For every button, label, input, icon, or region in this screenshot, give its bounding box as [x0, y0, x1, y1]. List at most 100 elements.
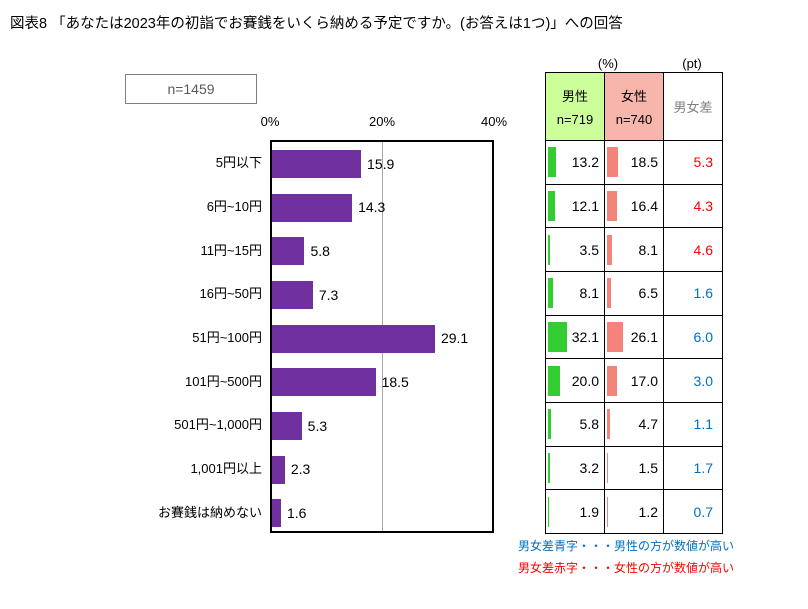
- x-axis: 0% 20% 40%: [261, 114, 507, 132]
- male-cell: 32.1: [546, 315, 605, 360]
- male-value: 20.0: [571, 372, 599, 389]
- male-minibar: [548, 452, 550, 483]
- female-value: 1.2: [638, 503, 658, 520]
- percent-unit-label: (%): [597, 56, 619, 71]
- male-minibar: [548, 190, 556, 221]
- male-value: 1.9: [579, 503, 599, 520]
- bar-value-label: 5.3: [307, 417, 328, 434]
- diff-value: 1.6: [693, 285, 713, 302]
- table-row: 32.1 26.1 6.0: [546, 315, 723, 360]
- female-cell: 16.4: [605, 184, 664, 229]
- bar: [272, 455, 285, 484]
- x-axis-tick: 0%: [260, 114, 280, 129]
- table-row: 12.1 16.4 4.3: [546, 184, 723, 229]
- female-value: 4.7: [638, 416, 658, 433]
- male-cell: 3.5: [546, 228, 605, 272]
- male-value: 5.8: [579, 416, 599, 433]
- female-cell: 1.2: [605, 490, 664, 534]
- category-label: 101円~500円: [185, 373, 262, 389]
- table-row: 5.8 4.7 1.1: [546, 402, 723, 447]
- diff-value: 0.7: [693, 503, 713, 520]
- bar: [272, 411, 302, 440]
- category-label: 6円~10円: [206, 198, 262, 214]
- bar: [272, 237, 305, 266]
- male-header-cell: 男性 n=719: [546, 73, 605, 141]
- female-cell: 6.5: [605, 271, 664, 316]
- male-value: 32.1: [571, 328, 599, 345]
- male-value: 12.1: [571, 197, 599, 214]
- male-value: 8.1: [579, 285, 599, 302]
- diff-value: 4.6: [693, 241, 713, 258]
- point-unit-label: (pt): [682, 56, 702, 71]
- female-minibar: [607, 234, 612, 265]
- diff-cell: 1.1: [664, 402, 723, 447]
- female-value: 6.5: [638, 285, 658, 302]
- table-row: 8.1 6.5 1.6: [546, 271, 723, 316]
- diff-value: 6.0: [693, 328, 713, 345]
- bar: [272, 149, 362, 178]
- female-cell: 1.5: [605, 446, 664, 491]
- summary-table: 男性 n=719 女性 n=740 男女差 13.2 18.5 5.3 12.1 16.…: [545, 72, 723, 534]
- category-label: お賽銭は納めない: [157, 504, 262, 520]
- table-header-row: 男性 n=719 女性 n=740 男女差: [546, 73, 723, 141]
- category-label: 16円~50円: [199, 286, 262, 302]
- plot-area: 15.9 14.3 5.8 7.3 29.1 18.5 5.3 2.3 1.6: [270, 140, 494, 533]
- diff-cell: 5.3: [664, 141, 723, 185]
- category-labels: 5円以下 6円~10円 11円~15円 16円~50円 51円~100円 101円~500…: [38, 140, 262, 533]
- bar: [272, 324, 435, 353]
- category-label: 501円~1,000円: [174, 417, 262, 433]
- diff-cell: 4.3: [664, 184, 723, 229]
- female-minibar: [607, 452, 608, 483]
- male-minibar: [548, 278, 553, 309]
- diff-value: 5.3: [693, 154, 713, 171]
- female-cell: 26.1: [605, 315, 664, 360]
- bar-value-label: 14.3: [358, 199, 386, 216]
- table-body: 13.2 18.5 5.3 12.1 16.4 4.3 3.5 8.1 4.6 8.1 6.5 1.6…: [546, 141, 723, 534]
- male-minibar: [548, 321, 568, 352]
- female-value: 17.0: [630, 372, 658, 389]
- female-value: 18.5: [630, 154, 658, 171]
- male-cell: 13.2: [546, 141, 605, 185]
- diff-value: 4.3: [693, 197, 713, 214]
- bar-value-label: 2.3: [290, 461, 311, 478]
- female-minibar: [607, 496, 608, 527]
- diff-cell: 3.0: [664, 359, 723, 403]
- male-n-label: n=719: [556, 112, 594, 127]
- female-minibar: [607, 278, 611, 309]
- note-female-higher: 男女差赤字・・・女性の方が数値が高い: [518, 561, 735, 575]
- male-cell: 12.1: [546, 184, 605, 229]
- category-label: 11円~15円: [200, 242, 262, 258]
- female-header-cell: 女性 n=740: [605, 73, 664, 141]
- female-minibar: [607, 147, 619, 178]
- female-cell: 17.0: [605, 359, 664, 403]
- bar-value-label: 7.3: [318, 286, 339, 303]
- female-minibar: [607, 190, 617, 221]
- table-row: 3.5 8.1 4.6: [546, 228, 723, 272]
- bar: [272, 193, 353, 222]
- male-minibar: [548, 234, 551, 265]
- note-male-higher: 男女差青字・・・男性の方が数値が高い: [518, 539, 735, 553]
- table-row: 1.9 1.2 0.7: [546, 490, 723, 534]
- category-label: 5円以下: [215, 155, 262, 171]
- diff-cell: 0.7: [664, 490, 723, 534]
- diff-cell: 1.6: [664, 271, 723, 316]
- female-minibar: [607, 365, 618, 396]
- male-value: 13.2: [571, 154, 599, 171]
- male-minibar: [548, 409, 552, 440]
- diff-value: 1.1: [693, 416, 713, 433]
- male-cell: 3.2: [546, 446, 605, 491]
- table-row: 13.2 18.5 5.3: [546, 141, 723, 185]
- female-value: 8.1: [638, 241, 658, 258]
- female-cell: 4.7: [605, 402, 664, 447]
- diff-cell: 6.0: [664, 315, 723, 360]
- male-cell: 20.0: [546, 359, 605, 403]
- female-value: 16.4: [630, 197, 658, 214]
- bar-value-label: 15.9: [367, 155, 395, 172]
- female-value: 1.5: [638, 459, 658, 476]
- female-minibar: [607, 321, 623, 352]
- table-row: 20.0 17.0 3.0: [546, 359, 723, 403]
- x-axis-tick: 40%: [480, 114, 508, 129]
- female-header-label: 女性: [620, 89, 647, 104]
- bar: [272, 368, 376, 397]
